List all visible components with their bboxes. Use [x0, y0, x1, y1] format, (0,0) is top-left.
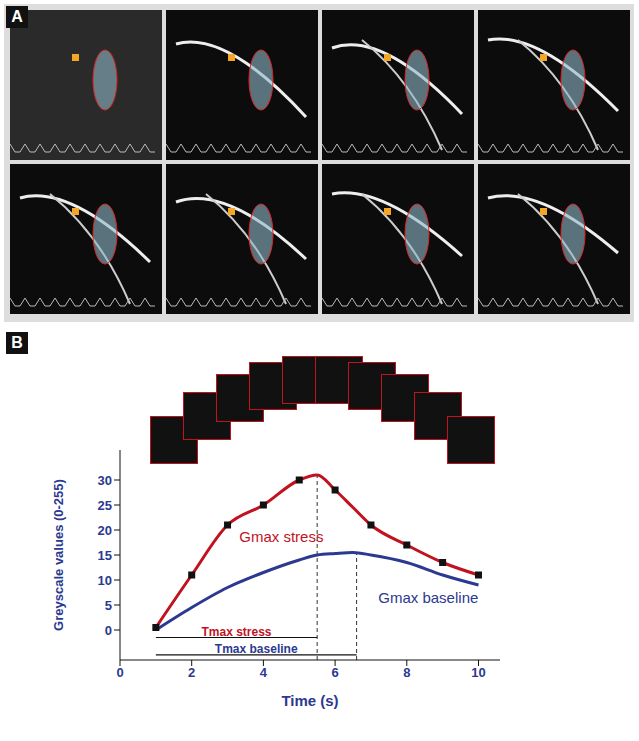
- svg-text:0: 0: [105, 623, 112, 638]
- svg-text:30: 30: [98, 473, 112, 488]
- svg-text:Greyscale values (0-255): Greyscale values (0-255): [51, 479, 66, 631]
- svg-text:Tmax baseline: Tmax baseline: [215, 642, 298, 656]
- svg-text:6: 6: [331, 665, 338, 680]
- svg-text:15: 15: [98, 548, 112, 563]
- svg-text:25: 25: [98, 498, 112, 513]
- svg-text:10: 10: [471, 665, 485, 680]
- svg-text:20: 20: [98, 523, 112, 538]
- svg-text:Gmax baseline: Gmax baseline: [378, 589, 478, 606]
- svg-text:0: 0: [116, 665, 123, 680]
- svg-text:10: 10: [98, 573, 112, 588]
- svg-text:Gmax stress: Gmax stress: [239, 528, 323, 545]
- svg-text:8: 8: [403, 665, 410, 680]
- svg-text:Time (s): Time (s): [281, 692, 338, 709]
- svg-text:4: 4: [260, 665, 268, 680]
- svg-text:5: 5: [105, 598, 112, 613]
- svg-text:Tmax stress: Tmax stress: [201, 625, 271, 639]
- html-text:B: B: [11, 334, 23, 351]
- svg-text:2: 2: [188, 665, 195, 680]
- html-text:A: A: [11, 8, 23, 25]
